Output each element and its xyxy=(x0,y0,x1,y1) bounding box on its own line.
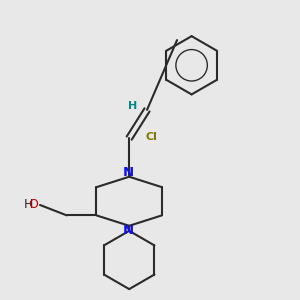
Text: Cl: Cl xyxy=(146,132,158,142)
Text: H: H xyxy=(24,199,33,212)
Text: N: N xyxy=(123,166,134,179)
Text: N: N xyxy=(123,224,134,237)
Text: O: O xyxy=(28,199,38,212)
Text: H: H xyxy=(128,101,137,111)
